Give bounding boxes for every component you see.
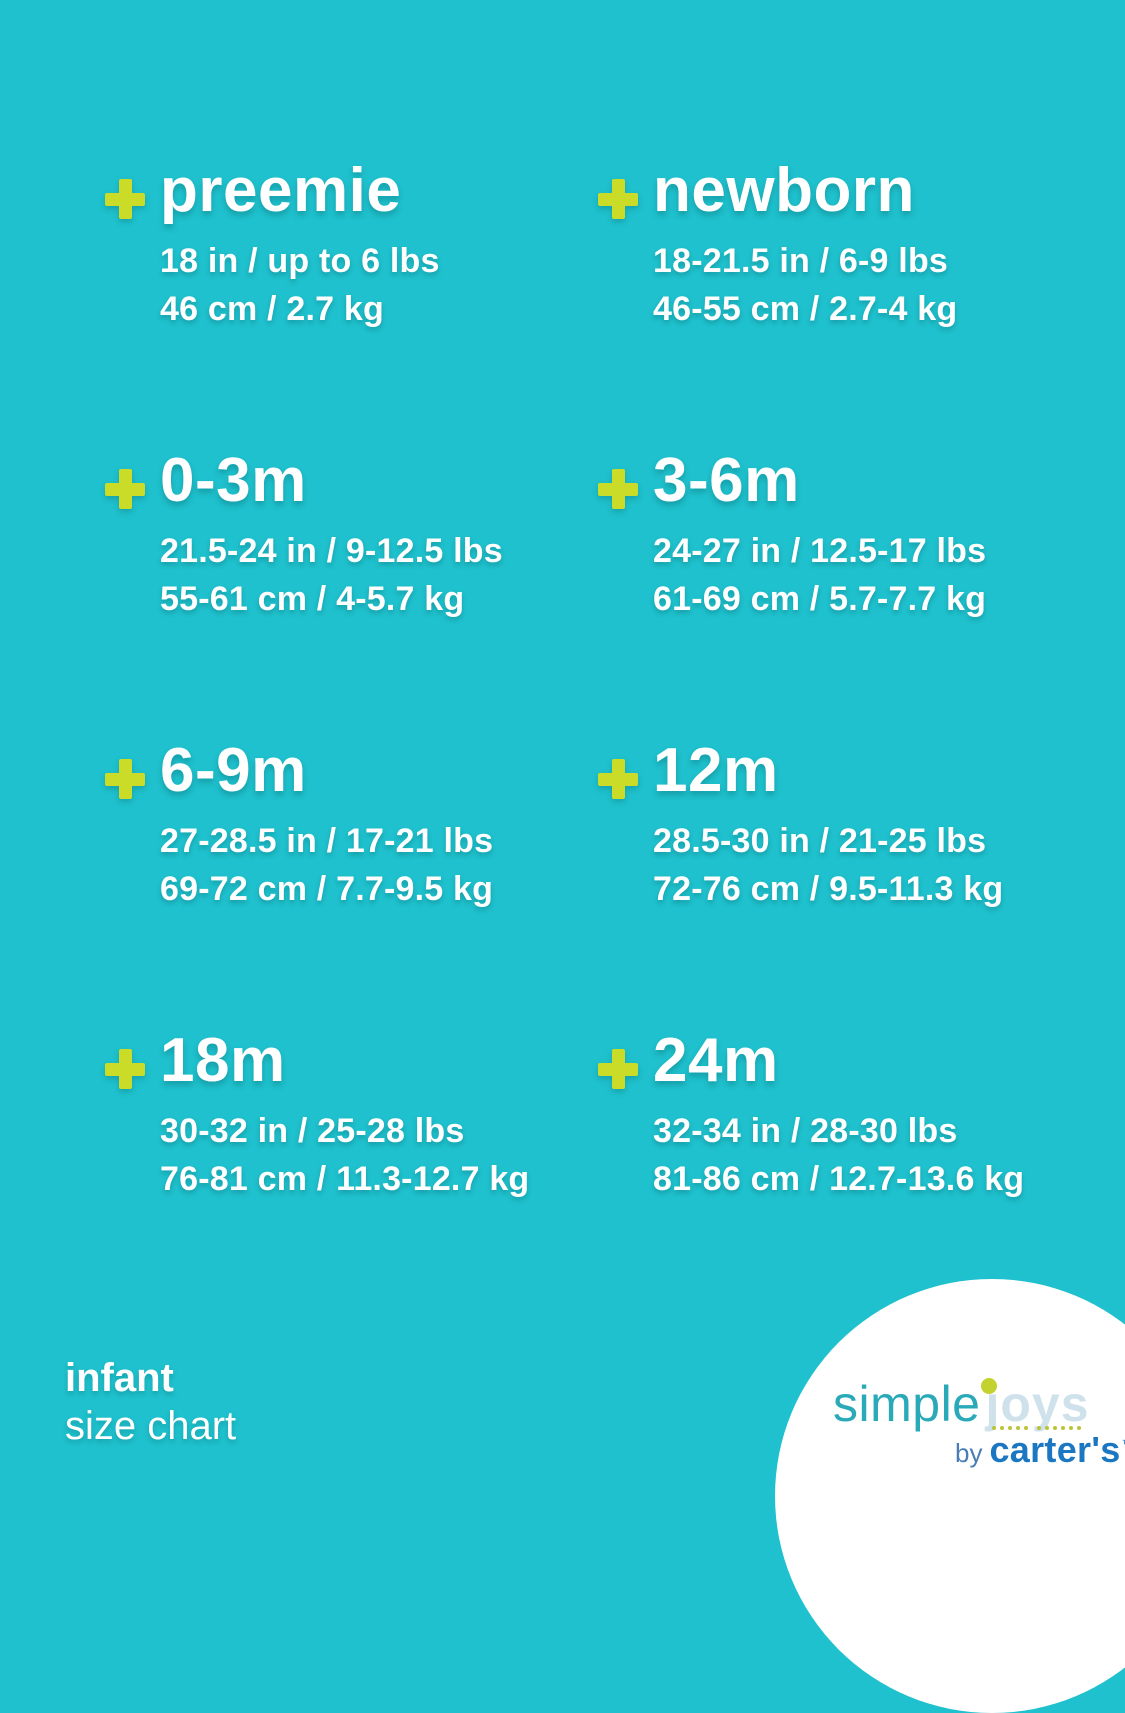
logo-dotted-underline-icon bbox=[992, 1426, 1028, 1430]
size-label: 6-9m bbox=[160, 736, 307, 805]
chart-title: size chart bbox=[65, 1404, 237, 1448]
logo-trademark: ™ bbox=[1122, 1437, 1125, 1451]
size-label: 18m bbox=[160, 1026, 286, 1095]
imperial-range: 21.5-24 in / 9-12.5 lbs bbox=[160, 532, 503, 570]
plus-icon bbox=[105, 179, 145, 219]
size-label: preemie bbox=[160, 156, 402, 225]
size-entry-newborn: newborn 18-21.5 in / 6-9 lbs 46-55 cm / … bbox=[598, 160, 1098, 333]
logo-joys-text: joys bbox=[985, 1376, 1090, 1432]
size-label: 0-3m bbox=[160, 446, 307, 515]
metric-range: 46-55 cm / 2.7-4 kg bbox=[653, 290, 958, 328]
plus-icon bbox=[105, 759, 145, 799]
size-entry-0-3m: 0-3m 21.5-24 in / 9-12.5 lbs 55-61 cm / … bbox=[105, 450, 605, 623]
metric-range: 76-81 cm / 11.3-12.7 kg bbox=[160, 1160, 530, 1198]
metric-range: 46 cm / 2.7 kg bbox=[160, 290, 384, 328]
size-entry-18m: 18m 30-32 in / 25-28 lbs 76-81 cm / 11.3… bbox=[105, 1030, 605, 1203]
logo-j-dot-icon bbox=[981, 1378, 997, 1394]
chart-category: infant bbox=[65, 1356, 174, 1400]
metric-range: 61-69 cm / 5.7-7.7 kg bbox=[653, 580, 987, 618]
size-label: 12m bbox=[653, 736, 779, 805]
size-label: 24m bbox=[653, 1026, 779, 1095]
infant-size-chart: preemie 18 in / up to 6 lbs 46 cm / 2.7 … bbox=[65, 160, 1125, 1713]
metric-range: 69-72 cm / 7.7-9.5 kg bbox=[160, 870, 494, 908]
size-entry-preemie: preemie 18 in / up to 6 lbs 46 cm / 2.7 … bbox=[105, 160, 605, 333]
plus-icon bbox=[598, 1049, 638, 1089]
imperial-range: 32-34 in / 28-30 lbs bbox=[653, 1112, 958, 1150]
plus-icon bbox=[598, 759, 638, 799]
plus-icon bbox=[105, 469, 145, 509]
logo-simple-text: simple bbox=[833, 1376, 981, 1432]
size-entry-3-6m: 3-6m 24-27 in / 12.5-17 lbs 61-69 cm / 5… bbox=[598, 450, 1098, 623]
logo-carters-text: carter's bbox=[989, 1429, 1121, 1470]
metric-range: 55-61 cm / 4-5.7 kg bbox=[160, 580, 465, 618]
metric-range: 81-86 cm / 12.7-13.6 kg bbox=[653, 1160, 1025, 1198]
imperial-range: 30-32 in / 25-28 lbs bbox=[160, 1112, 465, 1150]
chart-caption: infant size chart bbox=[65, 1354, 236, 1450]
metric-range: 72-76 cm / 9.5-11.3 kg bbox=[653, 870, 1004, 908]
imperial-range: 18-21.5 in / 6-9 lbs bbox=[653, 242, 949, 280]
size-entry-6-9m: 6-9m 27-28.5 in / 17-21 lbs 69-72 cm / 7… bbox=[105, 740, 605, 913]
plus-icon bbox=[598, 469, 638, 509]
size-entry-12m: 12m 28.5-30 in / 21-25 lbs 72-76 cm / 9.… bbox=[598, 740, 1098, 913]
imperial-range: 18 in / up to 6 lbs bbox=[160, 242, 440, 280]
imperial-range: 27-28.5 in / 17-21 lbs bbox=[160, 822, 494, 860]
logo-dotted-underline-icon bbox=[1037, 1426, 1081, 1430]
plus-icon bbox=[598, 179, 638, 219]
plus-icon bbox=[105, 1049, 145, 1089]
size-label: 3-6m bbox=[653, 446, 800, 515]
size-label: newborn bbox=[653, 156, 915, 225]
imperial-range: 28.5-30 in / 21-25 lbs bbox=[653, 822, 987, 860]
imperial-range: 24-27 in / 12.5-17 lbs bbox=[653, 532, 987, 570]
logo-by-text: by bbox=[955, 1438, 983, 1468]
size-entry-24m: 24m 32-34 in / 28-30 lbs 81-86 cm / 12.7… bbox=[598, 1030, 1098, 1203]
